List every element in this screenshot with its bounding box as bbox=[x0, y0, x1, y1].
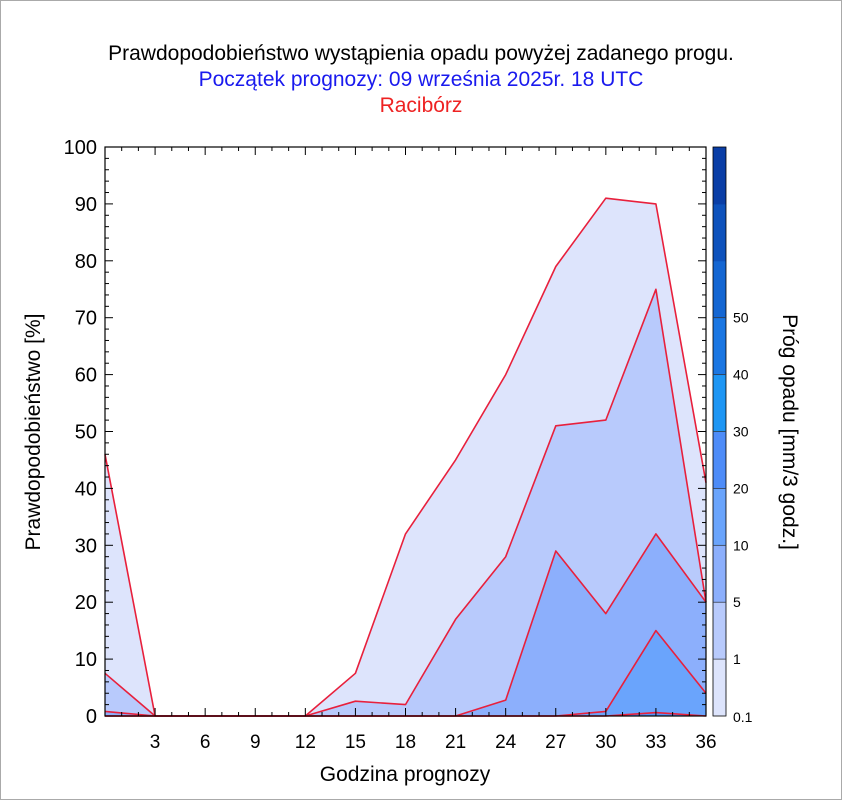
y-tick-labels: 0 10 20 30 40 50 60 70 80 90 100 bbox=[64, 137, 97, 728]
colorbar-segment bbox=[713, 488, 726, 546]
colorbar-tick-label: 30 bbox=[733, 424, 749, 440]
y-tick-label: 10 bbox=[75, 649, 97, 671]
colorbar-segment bbox=[713, 602, 726, 660]
y-tick-label: 30 bbox=[75, 535, 97, 557]
colorbar bbox=[713, 147, 726, 717]
colorbar-ticks: 0.1 1 5 10 20 30 40 50 bbox=[713, 310, 753, 725]
y-tick-label: 100 bbox=[64, 137, 97, 159]
x-tick-label: 18 bbox=[395, 732, 416, 753]
colorbar-segment bbox=[713, 260, 726, 319]
x-tick-label: 15 bbox=[345, 732, 366, 753]
colorbar-tick-label: 0.1 bbox=[733, 709, 753, 725]
colorbar-segment bbox=[713, 203, 726, 262]
colorbar-tick-label: 40 bbox=[733, 367, 749, 383]
colorbar-segment bbox=[713, 147, 726, 205]
y-tick-label: 40 bbox=[75, 478, 97, 500]
x-tick-label: 30 bbox=[595, 732, 616, 753]
chart-subtitle: Początek prognozy: 09 września 2025r. 18… bbox=[198, 68, 644, 91]
chart-location: Racibórz bbox=[379, 94, 463, 117]
x-tick-label: 33 bbox=[645, 732, 666, 753]
colorbar-tick-label: 50 bbox=[733, 310, 749, 326]
y-tick-label: 20 bbox=[75, 592, 97, 614]
y-tick-label: 50 bbox=[75, 422, 97, 444]
y-tick-label: 90 bbox=[75, 194, 97, 216]
colorbar-tick-label: 1 bbox=[733, 651, 741, 667]
y-axis-label: Prawdopodobieństwo [%] bbox=[22, 314, 45, 551]
colorbar-segment bbox=[713, 545, 726, 603]
area-threshold-5 bbox=[105, 533, 706, 716]
x-tick-label: 3 bbox=[150, 732, 161, 753]
colorbar-label: Próg opadu [mm/3 godz.] bbox=[778, 314, 801, 550]
x-tick-labels: 3 6 9 12 15 18 21 24 27 30 33 36 bbox=[150, 732, 717, 753]
x-tick-label: 12 bbox=[295, 732, 316, 753]
x-tick-label: 24 bbox=[495, 732, 517, 753]
x-tick-label: 9 bbox=[250, 732, 261, 753]
x-axis-label: Godzina prognozy bbox=[320, 763, 491, 786]
colorbar-tick-label: 10 bbox=[733, 537, 749, 553]
x-tick-label: 6 bbox=[200, 732, 211, 753]
area-threshold-10 bbox=[105, 630, 706, 716]
colorbar-segment bbox=[713, 659, 726, 717]
chart-title: Prawdopodobieństwo wystąpienia opadu pow… bbox=[108, 42, 734, 65]
probability-areas bbox=[105, 198, 706, 716]
y-tick-label: 60 bbox=[75, 365, 97, 387]
colorbar-tick-label: 5 bbox=[733, 594, 741, 610]
x-tick-label: 21 bbox=[445, 732, 466, 753]
y-tick-label: 70 bbox=[75, 308, 97, 330]
x-tick-label: 27 bbox=[545, 732, 566, 753]
y-ticks bbox=[105, 146, 706, 717]
colorbar-segment bbox=[713, 317, 726, 376]
colorbar-segment bbox=[713, 374, 726, 432]
colorbar-segment bbox=[713, 431, 726, 489]
y-tick-label: 80 bbox=[75, 251, 97, 273]
x-tick-label: 36 bbox=[695, 732, 716, 753]
y-tick-label: 0 bbox=[86, 706, 97, 728]
plot-frame bbox=[104, 146, 707, 717]
colorbar-tick-label: 20 bbox=[733, 480, 749, 496]
